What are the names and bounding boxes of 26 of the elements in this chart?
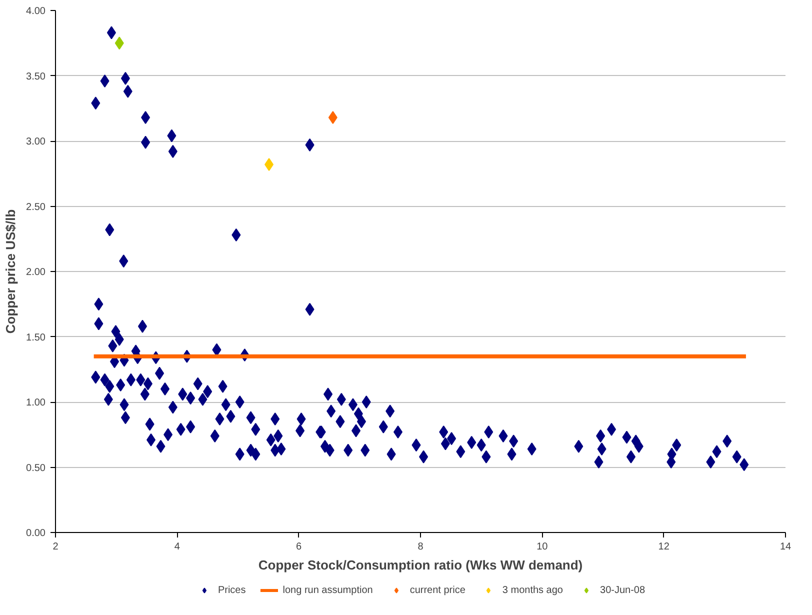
- x-tick-label: 8: [418, 542, 424, 552]
- x-tick-label: 6: [296, 542, 302, 552]
- x-tick-label: 2: [52, 542, 59, 552]
- y-tick-label: 2.50: [26, 202, 46, 213]
- legend-label: long run assumption: [282, 584, 373, 596]
- x-tick-label: 12: [658, 542, 670, 552]
- x-tick-label: 10: [536, 542, 548, 552]
- y-tick-label: 1.00: [26, 398, 46, 408]
- point: [264, 158, 274, 171]
- x-axis-title: Copper Stock/Consumption ratio (Wks WW demand): [258, 558, 583, 572]
- y-axis-title: Copper price US$/lb: [3, 209, 18, 334]
- legend-label: current price: [410, 584, 466, 596]
- y-tick-label: 1.50: [26, 332, 46, 344]
- point: [328, 111, 338, 124]
- y-tick-label: 0.00: [26, 528, 46, 539]
- legend-label: 3 months ago: [502, 584, 564, 596]
- y-tick-label: 3.50: [26, 71, 46, 82]
- y-tick-label: 3.00: [26, 136, 46, 148]
- x-tick-label: 14: [780, 542, 792, 552]
- y-tick-label: 4.00: [26, 6, 46, 17]
- x-tick-label: 4: [174, 542, 180, 552]
- point: [114, 36, 124, 50]
- legend-label: 30-Jun-08: [600, 584, 646, 596]
- y-tick-label: 0.50: [26, 462, 46, 474]
- legend-label: Prices: [218, 584, 246, 596]
- y-tick-label: 2.00: [26, 267, 46, 278]
